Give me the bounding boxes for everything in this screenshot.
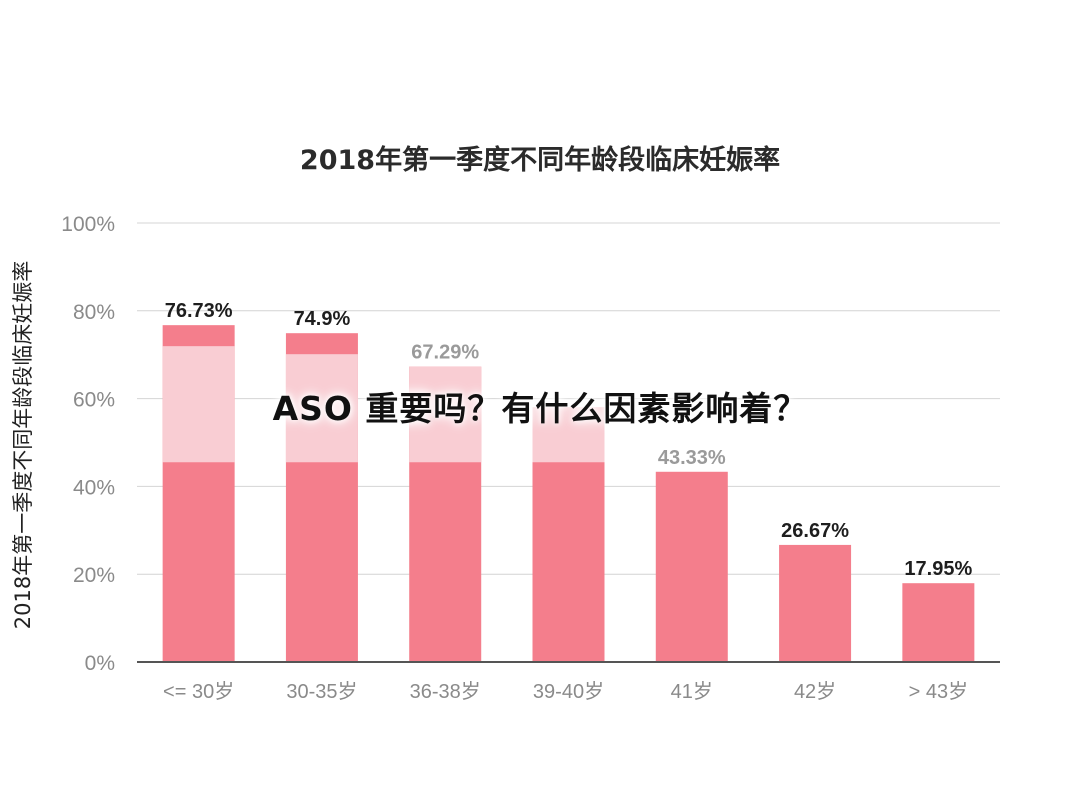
x-tick-label: 39-40岁 xyxy=(533,680,604,703)
bar xyxy=(902,583,975,662)
overlay-headline: ASO 重要吗？有什么因素影响着？ xyxy=(272,389,808,428)
x-tick-label: 41岁 xyxy=(671,680,713,703)
bar-value-label: 76.73% xyxy=(165,300,233,322)
bar-highlight xyxy=(409,366,482,463)
y-tick-label: 0% xyxy=(85,652,115,675)
x-tick-label: 42岁 xyxy=(794,680,836,703)
bar-highlight xyxy=(285,354,358,463)
x-tick-label: > 43岁 xyxy=(909,680,968,703)
chart-title: 2018年第一季度不同年龄段临床妊娠率 xyxy=(299,145,781,176)
y-tick-label: 80% xyxy=(73,301,115,324)
bar xyxy=(779,544,852,662)
x-tick-label: 30-35岁 xyxy=(286,680,357,703)
y-tick-label: 20% xyxy=(73,564,115,587)
bar-value-label: 26.67% xyxy=(781,520,849,542)
y-tick-label: 100% xyxy=(61,213,115,236)
x-tick-label: <= 30岁 xyxy=(163,680,234,703)
bar-value-label: 43.33% xyxy=(658,447,726,469)
bar-value-label: 17.95% xyxy=(904,558,972,580)
y-tick-label: 40% xyxy=(73,476,115,499)
bar-highlight xyxy=(162,346,235,463)
bar-highlight xyxy=(532,407,605,463)
bar-value-label: 67.29% xyxy=(411,342,479,364)
bar xyxy=(655,471,728,662)
bar-value-label: 74.9% xyxy=(294,308,351,330)
y-tick-label: 60% xyxy=(73,389,115,412)
x-tick-label: 36-38岁 xyxy=(410,680,481,703)
